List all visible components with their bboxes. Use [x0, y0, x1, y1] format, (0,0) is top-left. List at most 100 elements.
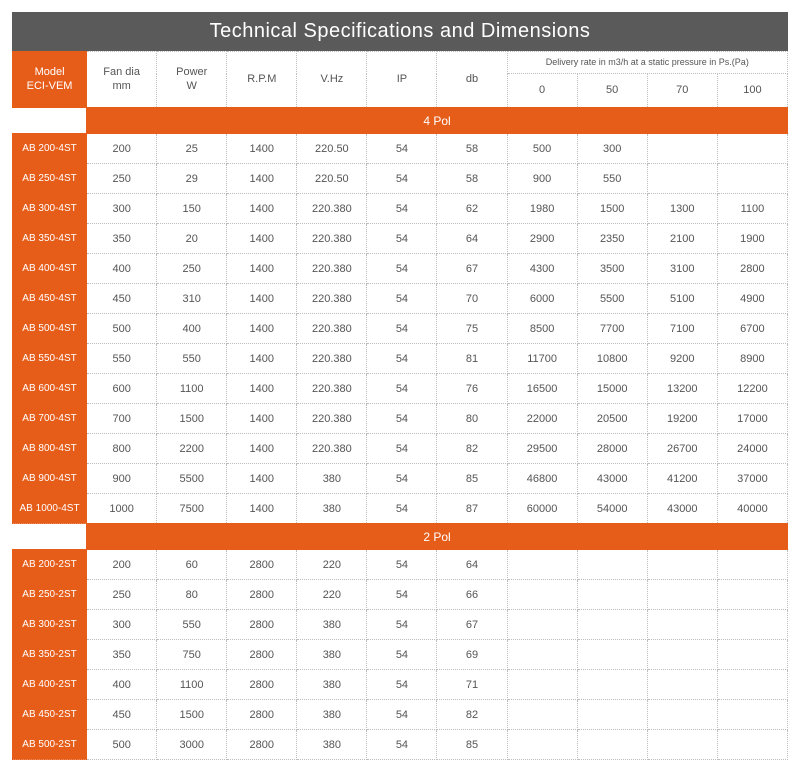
- data-cell: 7700: [577, 314, 647, 344]
- data-cell: [507, 730, 577, 760]
- data-cell: [717, 580, 787, 610]
- model-cell: AB 800-4ST: [13, 434, 87, 464]
- col-model: Model ECI-VEM: [13, 52, 87, 108]
- model-cell: AB 550-4ST: [13, 344, 87, 374]
- data-cell: 7500: [157, 494, 227, 524]
- data-cell: 1400: [227, 164, 297, 194]
- col-ip: IP: [367, 52, 437, 108]
- model-cell: AB 700-4ST: [13, 404, 87, 434]
- data-cell: 550: [87, 344, 157, 374]
- data-cell: 60: [157, 550, 227, 580]
- data-cell: [577, 640, 647, 670]
- data-cell: 1400: [227, 344, 297, 374]
- data-cell: 3100: [647, 254, 717, 284]
- data-cell: 250: [157, 254, 227, 284]
- data-cell: [717, 610, 787, 640]
- table-row: AB 250-2ST2508028002205466: [13, 580, 788, 610]
- data-cell: [647, 730, 717, 760]
- data-cell: 12200: [717, 374, 787, 404]
- col-vhz: V.Hz: [297, 52, 367, 108]
- data-cell: 54: [367, 730, 437, 760]
- data-cell: 600: [87, 374, 157, 404]
- data-cell: 2200: [157, 434, 227, 464]
- table-row: AB 400-2ST400110028003805471: [13, 670, 788, 700]
- data-cell: 6000: [507, 284, 577, 314]
- data-cell: 2800: [227, 670, 297, 700]
- data-cell: [647, 670, 717, 700]
- model-cell: AB 500-4ST: [13, 314, 87, 344]
- data-cell: [507, 580, 577, 610]
- data-cell: 71: [437, 670, 507, 700]
- data-cell: 2800: [717, 254, 787, 284]
- data-cell: 11700: [507, 344, 577, 374]
- col-d50: 50: [577, 74, 647, 108]
- model-l1: Model: [35, 66, 65, 78]
- data-cell: 54: [367, 284, 437, 314]
- data-cell: 5100: [647, 284, 717, 314]
- data-cell: 54: [367, 194, 437, 224]
- data-cell: [507, 670, 577, 700]
- data-cell: 800: [87, 434, 157, 464]
- data-cell: 60000: [507, 494, 577, 524]
- data-cell: 150: [157, 194, 227, 224]
- data-cell: 7100: [647, 314, 717, 344]
- data-cell: [577, 610, 647, 640]
- data-cell: 1400: [227, 284, 297, 314]
- data-cell: 4900: [717, 284, 787, 314]
- data-cell: 10800: [577, 344, 647, 374]
- data-cell: 64: [437, 550, 507, 580]
- data-cell: 54: [367, 164, 437, 194]
- data-cell: 550: [157, 610, 227, 640]
- data-cell: 22000: [507, 404, 577, 434]
- model-cell: AB 450-4ST: [13, 284, 87, 314]
- data-cell: 64: [437, 224, 507, 254]
- data-cell: 220.50: [297, 164, 367, 194]
- data-cell: 310: [157, 284, 227, 314]
- section-band: 2 Pol: [87, 524, 788, 550]
- data-cell: 41200: [647, 464, 717, 494]
- data-cell: 380: [297, 700, 367, 730]
- data-cell: 54000: [577, 494, 647, 524]
- data-cell: 66: [437, 580, 507, 610]
- data-cell: 46800: [507, 464, 577, 494]
- data-cell: 8500: [507, 314, 577, 344]
- table-row: AB 450-4ST4503101400220.3805470600055005…: [13, 284, 788, 314]
- data-cell: 380: [297, 640, 367, 670]
- data-cell: 1400: [227, 314, 297, 344]
- section-band: 4 Pol: [87, 108, 788, 134]
- data-cell: [717, 134, 787, 164]
- data-cell: 550: [157, 344, 227, 374]
- data-cell: 500: [87, 314, 157, 344]
- data-cell: 13200: [647, 374, 717, 404]
- data-cell: 2900: [507, 224, 577, 254]
- data-cell: 400: [87, 670, 157, 700]
- data-cell: 900: [87, 464, 157, 494]
- data-cell: 67: [437, 610, 507, 640]
- data-cell: 1000: [87, 494, 157, 524]
- table-row: AB 700-4ST70015001400220.380548022000205…: [13, 404, 788, 434]
- data-cell: 220.380: [297, 224, 367, 254]
- page-title: Technical Specifications and Dimensions: [12, 12, 788, 51]
- data-cell: 1100: [157, 374, 227, 404]
- data-cell: 500: [87, 730, 157, 760]
- data-cell: [577, 700, 647, 730]
- model-cell: AB 250-4ST: [13, 164, 87, 194]
- data-cell: 54: [367, 640, 437, 670]
- data-cell: 54: [367, 254, 437, 284]
- data-cell: 54: [367, 580, 437, 610]
- data-cell: 300: [577, 134, 647, 164]
- data-cell: [717, 640, 787, 670]
- data-cell: 2800: [227, 730, 297, 760]
- data-cell: 58: [437, 164, 507, 194]
- data-cell: 3500: [577, 254, 647, 284]
- model-cell: AB 200-2ST: [13, 550, 87, 580]
- col-rpm: R.P.M: [227, 52, 297, 108]
- data-cell: 400: [87, 254, 157, 284]
- data-cell: 1400: [227, 494, 297, 524]
- data-cell: 380: [297, 730, 367, 760]
- spec-table: Model ECI-VEM Fan dia mm Power W R.P.M V…: [12, 51, 788, 760]
- data-cell: 37000: [717, 464, 787, 494]
- data-cell: 85: [437, 730, 507, 760]
- data-cell: 54: [367, 610, 437, 640]
- model-cell: AB 400-4ST: [13, 254, 87, 284]
